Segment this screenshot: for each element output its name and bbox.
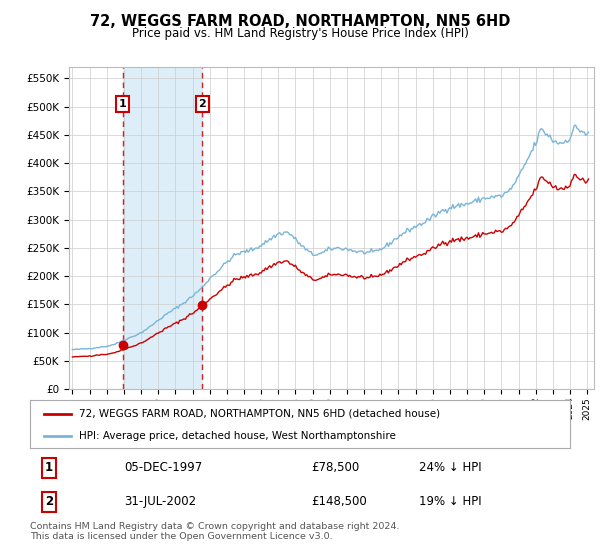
Text: 2: 2 xyxy=(45,496,53,508)
Text: £148,500: £148,500 xyxy=(311,496,367,508)
Text: 1: 1 xyxy=(45,461,53,474)
Text: 72, WEGGS FARM ROAD, NORTHAMPTON, NN5 6HD: 72, WEGGS FARM ROAD, NORTHAMPTON, NN5 6H… xyxy=(90,14,510,29)
Text: 72, WEGGS FARM ROAD, NORTHAMPTON, NN5 6HD (detached house): 72, WEGGS FARM ROAD, NORTHAMPTON, NN5 6H… xyxy=(79,409,440,419)
Text: HPI: Average price, detached house, West Northamptonshire: HPI: Average price, detached house, West… xyxy=(79,431,395,441)
Text: Contains HM Land Registry data © Crown copyright and database right 2024.
This d: Contains HM Land Registry data © Crown c… xyxy=(30,522,400,542)
Text: 05-DEC-1997: 05-DEC-1997 xyxy=(125,461,203,474)
Text: 24% ↓ HPI: 24% ↓ HPI xyxy=(419,461,481,474)
Text: 2: 2 xyxy=(199,99,206,109)
Text: Price paid vs. HM Land Registry's House Price Index (HPI): Price paid vs. HM Land Registry's House … xyxy=(131,27,469,40)
Text: 1: 1 xyxy=(119,99,127,109)
Text: £78,500: £78,500 xyxy=(311,461,359,474)
Text: 31-JUL-2002: 31-JUL-2002 xyxy=(125,496,197,508)
Text: 19% ↓ HPI: 19% ↓ HPI xyxy=(419,496,481,508)
Bar xyxy=(122,67,202,389)
